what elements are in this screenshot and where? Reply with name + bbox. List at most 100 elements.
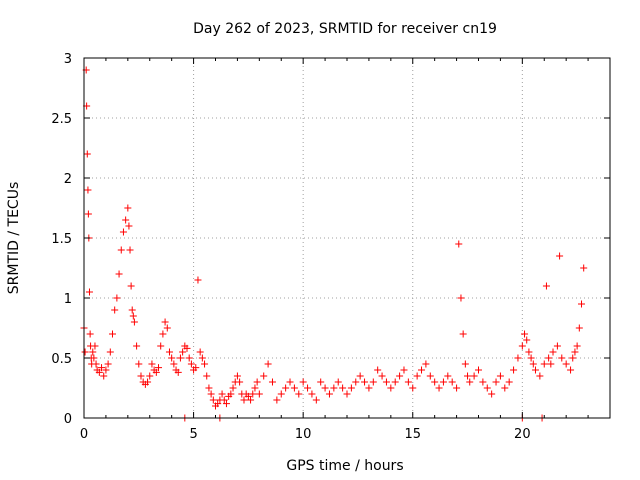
x-tick-label: 5 [189,427,197,442]
data-point [304,384,312,392]
data-point [286,378,294,386]
data-point [127,282,135,290]
data-point [365,384,373,392]
data-point [196,348,204,356]
axis-ticks [83,57,610,419]
data-point [100,372,108,380]
y-tick-label: 0 [64,412,72,427]
data-point [444,372,452,380]
data-point [236,378,244,386]
data-point [334,378,342,386]
data-point [108,330,116,338]
y-axis-title: SRMTID / TECUs [6,182,22,295]
data-point [523,336,531,344]
data-point [549,348,557,356]
data-point [194,276,202,284]
data-point [400,366,408,374]
data-point [295,390,303,398]
data-point [135,360,143,368]
data-point [431,378,439,386]
data-point [525,348,533,356]
data-point [209,396,217,404]
data-point [144,378,152,386]
data-point [205,384,213,392]
data-point [201,360,209,368]
data-point [198,354,206,362]
data-point [483,384,491,392]
y-tick-label: 2 [64,172,72,187]
data-point [117,246,125,254]
data-point [203,372,211,380]
data-point [396,372,404,380]
x-tick-label: 10 [295,427,312,442]
data-point [163,324,171,332]
data-point [321,384,329,392]
data-point [81,348,89,356]
data-point [464,372,472,380]
data-point [159,330,167,338]
data-point [374,366,382,374]
data-point [536,372,544,380]
data-point [578,300,586,308]
data-point [249,390,257,398]
data-point [157,342,165,350]
data-point [91,342,99,350]
data-point [391,378,399,386]
data-point [356,372,364,380]
data-point [439,378,447,386]
chart-title: Day 262 of 2023, SRMTID for receiver cn1… [193,21,497,37]
data-point [479,378,487,386]
data-point [475,366,482,374]
data-point [273,396,281,404]
data-point [227,390,235,398]
data-point [457,294,465,302]
data-point [111,306,119,314]
data-point [220,396,228,404]
data-point [459,330,467,338]
data-point [152,368,160,376]
data-point [339,384,347,392]
data-point [264,360,272,368]
data-point [426,372,434,380]
data-point [133,342,141,350]
x-tick-label: 15 [404,427,421,442]
data-point [89,348,97,356]
data-point [92,360,100,368]
data-point [102,366,110,374]
data-point [510,366,518,374]
data-point [218,390,226,398]
data-point [179,348,187,356]
data-point [521,330,529,338]
data-point [330,384,338,392]
data-point [518,342,526,350]
data-point [104,360,112,368]
data-point [435,384,443,392]
data-point [155,364,163,372]
data-point [233,372,241,380]
data-point [343,390,351,398]
data-point [176,354,184,362]
data-point [514,354,522,362]
data-point [470,372,478,380]
data-point [282,384,290,392]
data-point [575,324,583,332]
grid-lines [84,58,610,418]
data-point [277,390,285,398]
data-point [119,228,127,236]
data-point [214,400,222,408]
data-point [222,400,230,408]
data-point [571,348,579,356]
data-point [207,390,215,398]
y-tick-label: 0.5 [51,352,72,367]
data-point [90,354,98,362]
data-point [556,252,564,260]
data-point [531,366,539,374]
data-point [290,384,298,392]
data-point [170,360,178,368]
data-point [545,354,553,362]
data-point [547,360,555,368]
data-point [161,318,169,326]
data-point [83,150,91,158]
data-point [122,216,130,224]
data-point [448,378,456,386]
